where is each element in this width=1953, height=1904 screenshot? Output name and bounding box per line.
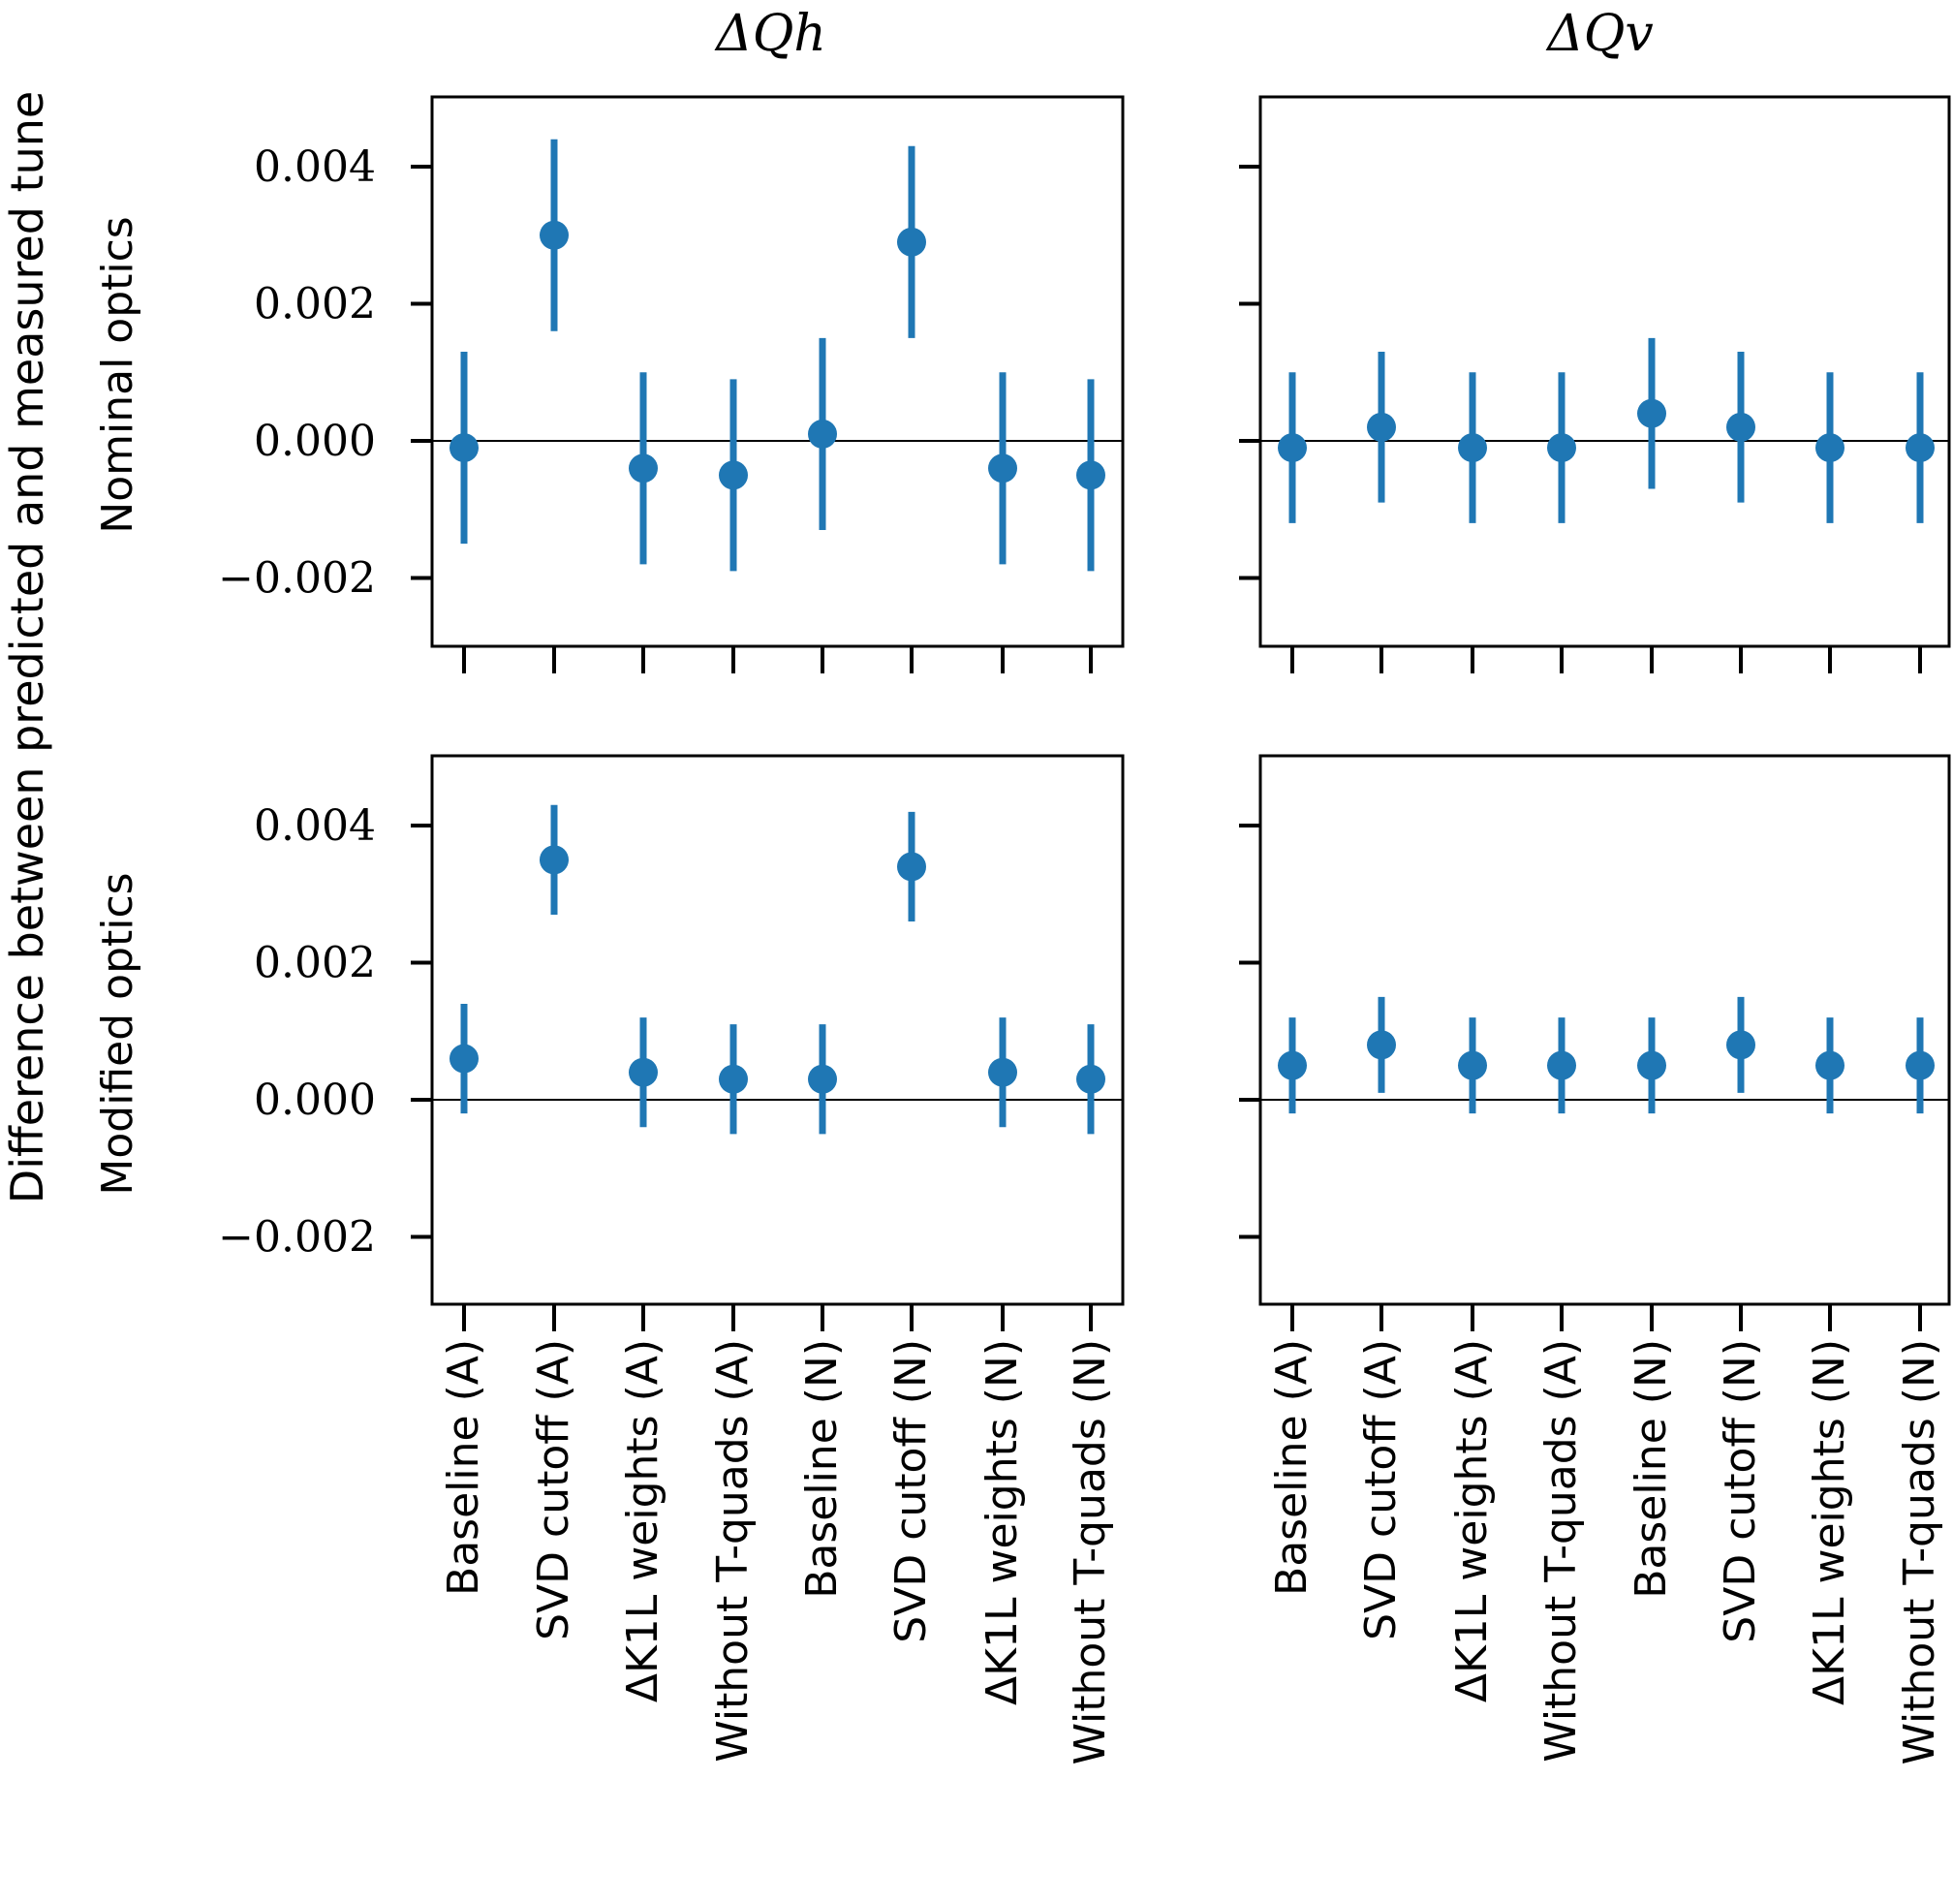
data-point (719, 1064, 748, 1094)
data-point (1726, 412, 1755, 442)
data-point (540, 845, 569, 875)
panel-modified-dqv: Baseline (A) SVD cutoff (A) ΔK1L weights (… (1239, 754, 1951, 1765)
column-title-dqv: ΔQv (1545, 5, 1654, 63)
panel-modified-dqh-ytick-label: −0.002 (218, 1213, 376, 1263)
category-label: Without T-quads (A) (1536, 1339, 1586, 1763)
category-label: Without T-quads (N) (1066, 1339, 1115, 1765)
panel-nominal-dqh-ytick-label: 0.004 (254, 142, 376, 192)
data-point (1726, 1030, 1755, 1060)
panels-layer: −0.002 0.000 0.002 0.004 −0.002 0.000 0.002 0.0… (218, 95, 1951, 1765)
data-point (1367, 412, 1396, 442)
panel-nominal-dqh-ytick-label: 0.002 (254, 280, 376, 329)
data-point (1637, 1050, 1666, 1080)
data-point (897, 227, 926, 257)
data-point (450, 1044, 479, 1074)
panel-modified-dqv-frame (1258, 754, 1951, 1306)
data-point (1815, 1050, 1844, 1080)
row-label-modified: Modified optics (93, 872, 142, 1195)
panel-nominal-dqh-frame (430, 95, 1125, 648)
category-label: Baseline (N) (797, 1339, 847, 1599)
data-point (1278, 433, 1307, 463)
y-axis-label: Difference between predicted and measure… (1, 91, 53, 1203)
category-label: ΔK1L weights (A) (1447, 1339, 1497, 1702)
data-point (450, 433, 479, 463)
data-point (808, 1064, 837, 1094)
data-point (808, 419, 837, 449)
panel-nominal-dqh-ytick-label: 0.000 (254, 417, 376, 466)
category-label: ΔK1L weights (N) (977, 1339, 1027, 1705)
data-point (897, 852, 926, 882)
panel-nominal-dqh: −0.002 0.000 0.002 0.004 (218, 95, 1125, 673)
category-label: Baseline (A) (439, 1339, 488, 1596)
category-label: Baseline (N) (1627, 1339, 1676, 1599)
data-point (988, 1057, 1017, 1087)
data-point (988, 453, 1017, 484)
panel-nominal-dqv-frame (1258, 95, 1951, 648)
category-label: SVD cutoff (N) (886, 1339, 936, 1643)
data-point (1815, 433, 1844, 463)
data-point (1458, 1050, 1487, 1080)
data-point (1547, 433, 1576, 463)
data-point (540, 220, 569, 250)
panel-nominal-dqv (1239, 95, 1951, 673)
category-label: SVD cutoff (A) (1356, 1339, 1406, 1640)
category-label: ΔK1L weights (N) (1805, 1339, 1854, 1705)
data-point (1076, 460, 1105, 490)
category-label: Baseline (A) (1267, 1339, 1317, 1596)
data-point (629, 1057, 658, 1087)
panel-modified-dqh-ytick-label: 0.000 (254, 1076, 376, 1125)
row-label-nominal: Nominal optics (93, 216, 142, 533)
data-point (1076, 1064, 1105, 1094)
category-label: ΔK1L weights (A) (618, 1339, 667, 1702)
titles-layer: ΔQh ΔQv Difference between predicted and… (1, 5, 1654, 1203)
data-point (1458, 433, 1487, 463)
data-point (719, 460, 748, 490)
category-label: Without T-quads (A) (708, 1339, 758, 1763)
panel-modified-dqh: −0.002 0.000 0.002 0.004 Baseline (A) SVD cut… (218, 754, 1125, 1765)
panel-modified-dqh-ytick-label: 0.004 (254, 801, 376, 851)
data-point (1906, 433, 1935, 463)
data-point (1906, 1050, 1935, 1080)
category-label: Without T-quads (N) (1895, 1339, 1944, 1765)
data-point (1367, 1030, 1396, 1060)
panel-modified-dqh-ytick-label: 0.002 (254, 939, 376, 988)
panel-nominal-dqh-ytick-label: −0.002 (218, 554, 376, 604)
data-point (1278, 1050, 1307, 1080)
column-title-dqh: ΔQh (714, 5, 826, 63)
data-point (1637, 398, 1666, 428)
category-label: SVD cutoff (A) (529, 1339, 578, 1640)
panel-modified-dqh-frame (430, 754, 1125, 1306)
category-label: SVD cutoff (N) (1716, 1339, 1765, 1643)
data-point (1547, 1050, 1576, 1080)
data-point (629, 453, 658, 484)
